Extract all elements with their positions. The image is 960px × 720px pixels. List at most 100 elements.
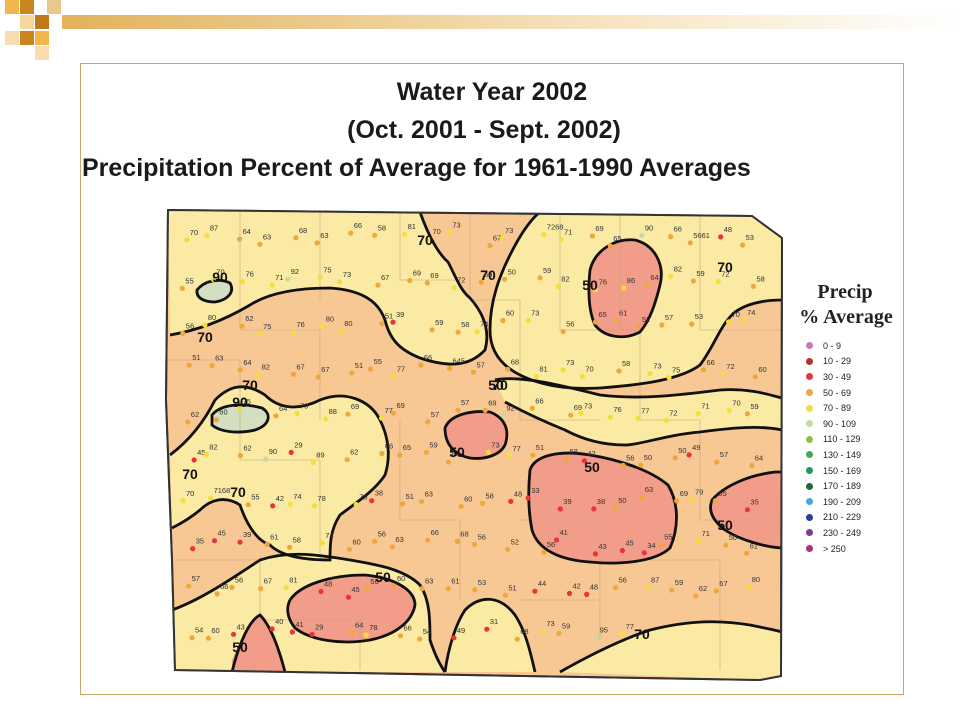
- station-dot: [635, 415, 641, 421]
- station-dot: [446, 230, 452, 236]
- station-dot: [553, 537, 560, 543]
- station-value: 31: [490, 617, 498, 626]
- station-value: 69: [574, 403, 582, 412]
- station-dot: [647, 370, 653, 377]
- station-value: 51: [536, 443, 544, 452]
- legend-item: 70 - 89: [806, 400, 861, 416]
- station-value: 45: [625, 539, 633, 548]
- station-dot: [686, 452, 692, 458]
- station-dot: [568, 412, 574, 418]
- station-value: 34: [647, 541, 655, 550]
- station-dot: [348, 230, 354, 236]
- station-dot: [397, 633, 404, 639]
- legend-label: > 250: [823, 543, 846, 554]
- station-value: 78: [369, 623, 377, 632]
- station-dot: [726, 407, 732, 414]
- station-dot: [472, 541, 478, 547]
- legend-swatch: [806, 482, 813, 490]
- station-value: 70: [190, 228, 198, 237]
- station-dot: [379, 321, 385, 327]
- station-dot: [314, 240, 320, 246]
- station-value: 77: [385, 406, 393, 415]
- deco-square: [35, 31, 49, 45]
- station-value: 92: [506, 403, 514, 412]
- station-value: 87: [210, 223, 218, 232]
- station-value: 80: [326, 315, 334, 324]
- station-dot: [485, 449, 491, 455]
- station-dot: [500, 317, 506, 324]
- station-value: 67: [264, 577, 272, 586]
- station-dot: [287, 544, 293, 550]
- legend-label: 190 - 209: [823, 496, 862, 507]
- station-dot: [741, 317, 747, 323]
- zone-30-49-east: [528, 453, 677, 564]
- legend-label: 0 - 9: [823, 340, 842, 351]
- station-value: 95: [600, 626, 608, 635]
- station-value: 56: [626, 453, 634, 462]
- station-value: 52: [642, 315, 650, 324]
- station-value: 51: [406, 492, 414, 501]
- station-dot: [607, 243, 613, 249]
- station-value: 56: [370, 577, 378, 586]
- station-dot: [669, 587, 675, 593]
- station-dot: [425, 537, 431, 543]
- station-value: 63: [425, 490, 433, 499]
- legend-swatch: [806, 404, 813, 412]
- station-value: 53: [478, 578, 486, 587]
- station-dot: [744, 550, 750, 556]
- contour-label: 70: [230, 484, 246, 500]
- station-dot: [180, 330, 186, 336]
- station-dot: [674, 498, 680, 504]
- station-dot: [525, 317, 531, 323]
- station-dot: [564, 456, 570, 462]
- station-dot: [672, 455, 678, 461]
- station-value: 71: [701, 402, 709, 411]
- station-value: 89: [316, 450, 324, 459]
- station-dot: [397, 452, 403, 458]
- station-dot: [239, 323, 245, 329]
- station-value: 68: [299, 226, 307, 235]
- station-value: 59: [750, 402, 758, 411]
- station-dot: [700, 367, 707, 373]
- station-dot: [210, 276, 216, 282]
- station-value: 70: [300, 402, 308, 411]
- station-value: 59: [696, 269, 704, 278]
- station-dot: [310, 459, 316, 465]
- station-value: 70: [732, 399, 740, 408]
- station-dot: [372, 232, 378, 238]
- station-dot: [696, 538, 702, 544]
- station-dot: [589, 233, 596, 239]
- station-value: 64: [755, 454, 763, 463]
- station-value: 29: [315, 622, 323, 631]
- station-value: 55: [251, 493, 259, 502]
- station-value: 73: [566, 358, 574, 367]
- station-dot: [190, 546, 196, 552]
- station-value: 44: [538, 579, 546, 588]
- station-dot: [532, 588, 538, 594]
- legend-swatch: [806, 545, 813, 553]
- station-dot: [184, 237, 190, 243]
- station-value: 58: [378, 223, 386, 232]
- station-value: 63: [320, 231, 328, 240]
- state-outline: [164, 208, 784, 682]
- zone-70-89-southeast: [560, 621, 782, 680]
- contour-label: 70: [417, 232, 433, 248]
- legend-label: 230 - 249: [823, 527, 862, 538]
- station-value: 79: [695, 487, 703, 496]
- station-value: 81: [289, 576, 297, 585]
- station-value: 67: [381, 273, 389, 282]
- station-dot: [429, 327, 435, 333]
- station-value: 90: [645, 223, 653, 232]
- legend-label: 50 - 69: [823, 387, 852, 398]
- station-value: 645: [453, 356, 466, 365]
- station-dot: [638, 462, 644, 468]
- station-value: 53: [746, 233, 754, 242]
- station-dot: [612, 505, 618, 511]
- station-value: 68: [520, 627, 528, 636]
- station-value: 61: [619, 309, 627, 318]
- station-value: 75: [243, 397, 251, 406]
- deco-square: [20, 15, 34, 29]
- station-dot: [237, 406, 243, 412]
- station-value: 63: [645, 485, 653, 494]
- station-dot: [293, 235, 299, 241]
